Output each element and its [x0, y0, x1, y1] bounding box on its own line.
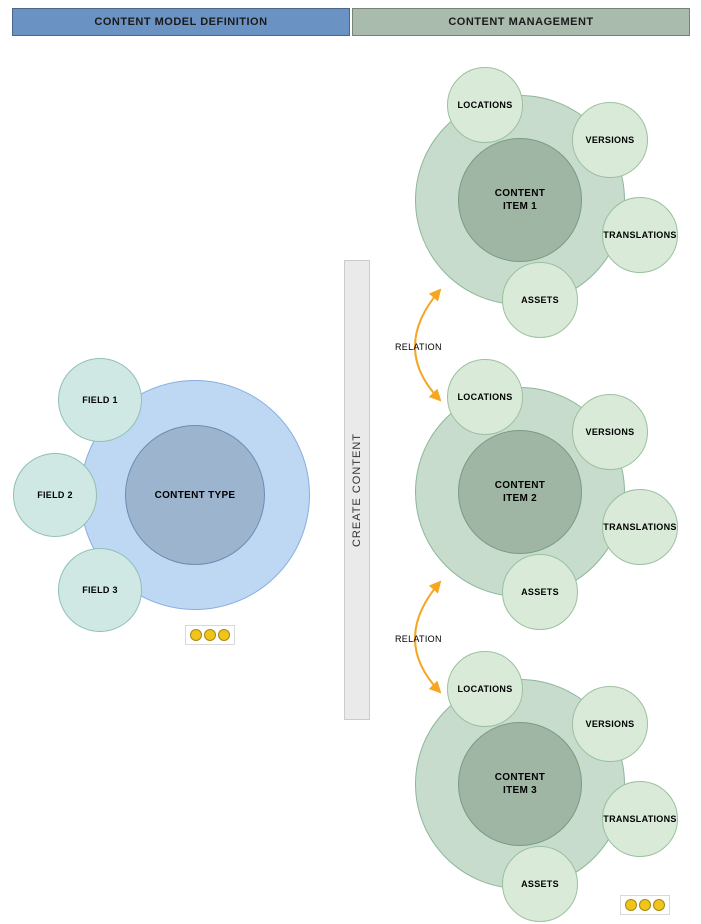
- header-right-text: CONTENT MANAGEMENT: [448, 16, 593, 28]
- item-2-locations: LOCATIONS: [447, 359, 523, 435]
- relation-label-2: RELATION: [395, 634, 442, 644]
- item-1-assets-label: ASSETS: [521, 295, 559, 305]
- content-type-inner-label: CONTENT TYPE: [155, 489, 236, 502]
- item-2-versions: VERSIONS: [572, 394, 648, 470]
- header-left-text: CONTENT MODEL DEFINITION: [94, 16, 267, 28]
- item-2-assets: ASSETS: [502, 554, 578, 630]
- dot-icon: [653, 899, 665, 911]
- item-3-locations-label: LOCATIONS: [457, 684, 512, 694]
- field-2: FIELD 2: [13, 453, 97, 537]
- header-left: CONTENT MODEL DEFINITION: [12, 8, 350, 36]
- item-2-translations-label: TRANSLATIONS: [603, 522, 676, 532]
- dots-badge-1: [185, 625, 235, 645]
- field-3: FIELD 3: [58, 548, 142, 632]
- item-1-translations: TRANSLATIONS: [602, 197, 678, 273]
- header-right: CONTENT MANAGEMENT: [352, 8, 690, 36]
- dot-icon: [639, 899, 651, 911]
- item-2-assets-label: ASSETS: [521, 587, 559, 597]
- item-1-locations-label: LOCATIONS: [457, 100, 512, 110]
- item-1-versions-label: VERSIONS: [586, 135, 635, 145]
- dot-icon: [204, 629, 216, 641]
- item-1-versions: VERSIONS: [572, 102, 648, 178]
- item-3-locations: LOCATIONS: [447, 651, 523, 727]
- field-3-label: FIELD 3: [82, 585, 118, 595]
- content-item-3-inner: CONTENT ITEM 3: [458, 722, 582, 846]
- item-3-translations: TRANSLATIONS: [602, 781, 678, 857]
- item-1-locations: LOCATIONS: [447, 67, 523, 143]
- item-1-assets: ASSETS: [502, 262, 578, 338]
- item-2-locations-label: LOCATIONS: [457, 392, 512, 402]
- field-1: FIELD 1: [58, 358, 142, 442]
- dots-badge-2: [620, 895, 670, 915]
- item-2-versions-label: VERSIONS: [586, 427, 635, 437]
- create-content-bar: CREATE CONTENT: [344, 260, 370, 720]
- item-3-assets: ASSETS: [502, 846, 578, 922]
- relation-label-1: RELATION: [395, 342, 442, 352]
- field-2-label: FIELD 2: [37, 490, 73, 500]
- diagram-canvas: CONTENT MODEL DEFINITION CONTENT MANAGEM…: [0, 0, 701, 924]
- field-1-label: FIELD 1: [82, 395, 118, 405]
- create-content-label: CREATE CONTENT: [351, 433, 363, 547]
- content-item-1-inner: CONTENT ITEM 1: [458, 138, 582, 262]
- item-3-versions-label: VERSIONS: [586, 719, 635, 729]
- item-1-translations-label: TRANSLATIONS: [603, 230, 676, 240]
- content-item-3-inner-label: CONTENT ITEM 3: [495, 771, 545, 797]
- item-3-assets-label: ASSETS: [521, 879, 559, 889]
- dot-icon: [190, 629, 202, 641]
- dot-icon: [625, 899, 637, 911]
- content-item-2-inner: CONTENT ITEM 2: [458, 430, 582, 554]
- item-2-translations: TRANSLATIONS: [602, 489, 678, 565]
- content-item-2-inner-label: CONTENT ITEM 2: [495, 479, 545, 505]
- content-type-inner: CONTENT TYPE: [125, 425, 265, 565]
- item-3-translations-label: TRANSLATIONS: [603, 814, 676, 824]
- dot-icon: [218, 629, 230, 641]
- item-3-versions: VERSIONS: [572, 686, 648, 762]
- content-item-1-inner-label: CONTENT ITEM 1: [495, 187, 545, 213]
